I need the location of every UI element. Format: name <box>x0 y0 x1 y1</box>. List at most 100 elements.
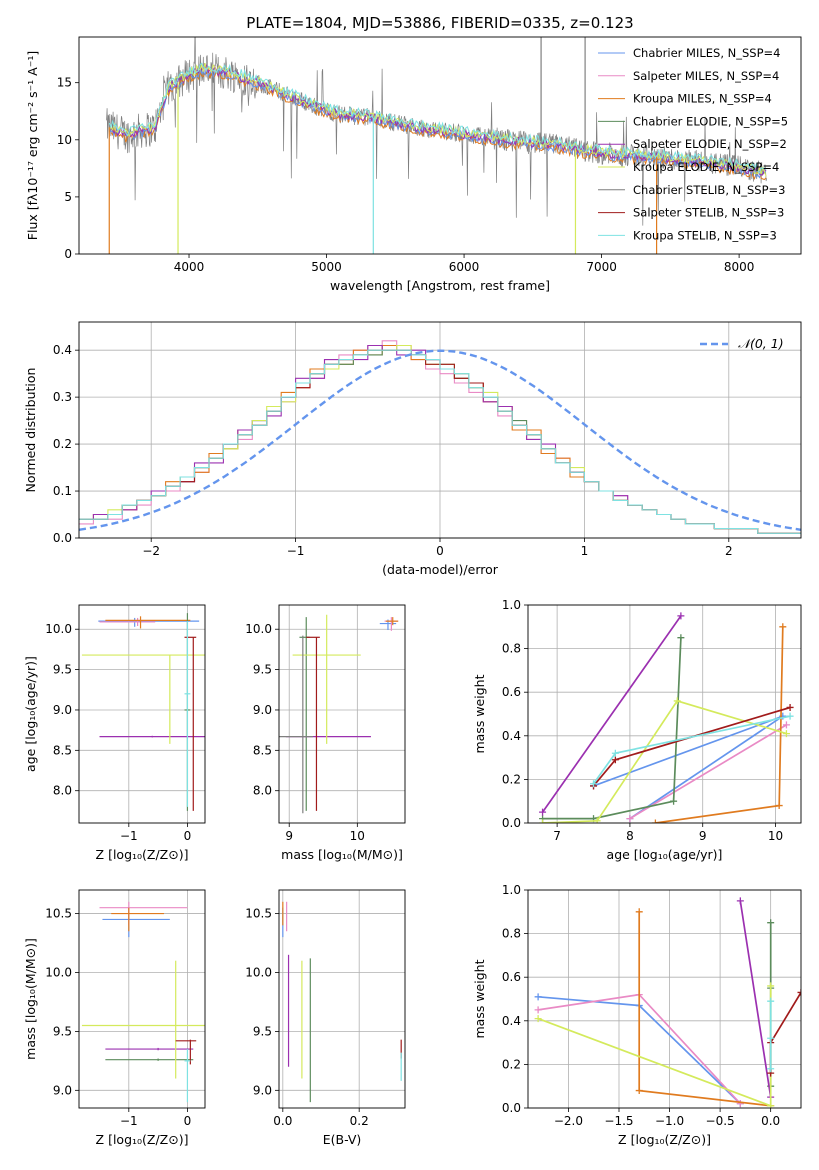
legend-label-chabrier_elodie: Chabrier ELODIE, N_SSP=5 <box>633 114 788 128</box>
weight_vs_age-xlabel: age [log₁₀(age/yr)] <box>607 847 723 862</box>
mass_vs_z-axes: −1 0 9.0 9.5 10.0 10.5 Z [log₁₀(Z/Z⊙)] mass [lo… <box>23 890 205 1147</box>
model-spectrum-kroupa_stelib <box>108 62 767 175</box>
age_vs_mass-ytick-label: 8.5 <box>253 743 272 757</box>
spectrum-xtick-label: 5000 <box>311 260 342 274</box>
residuals-ytick-label: 0.1 <box>53 484 72 498</box>
weight-marker-kroupa_stelib <box>767 1034 775 1042</box>
mass_vs_ebv-plot-area <box>282 901 402 1103</box>
mass_vs_ebv-ytick-label: 9.0 <box>253 1083 272 1097</box>
legend-label-kroupa_stelib: Kroupa STELIB, N_SSP=3 <box>633 228 777 242</box>
age_vs_z-xtick-label: 0 <box>184 829 192 843</box>
weight-marker-salpeter_elodie <box>736 897 744 905</box>
weight-marker-chabrier_elodie <box>677 634 685 642</box>
figure-title: PLATE=1804, MJD=53886, FIBERID=0335, z=0… <box>246 14 633 32</box>
age_vs_mass-ytick-label: 9.0 <box>253 703 272 717</box>
weight_vs_age-ylabel: mass weight <box>472 674 487 753</box>
weight-marker-salpeter_miles <box>782 721 790 729</box>
spectrum-legend: Chabrier MILES, N_SSP=4 Salpeter MILES, N… <box>598 46 788 242</box>
mass_vs_z-xlabel: Z [log₁₀(Z/Z⊙)] <box>96 1132 189 1147</box>
age_vs_mass-plot-area <box>279 614 399 814</box>
residuals-frame <box>78 321 802 539</box>
weight-marker-kroupa_stelib <box>786 712 794 720</box>
weight-marker-salpeter_miles <box>626 815 634 823</box>
mass_vs_z-ytick-label: 9.5 <box>53 1024 72 1038</box>
residuals-plot-area <box>79 340 801 534</box>
age_vs_z-ylabel: age [log₁₀(age/yr)] <box>23 656 38 772</box>
weight-line-kroupa_elodie <box>542 699 787 823</box>
weight-marker-kroupa_stelib <box>590 780 598 788</box>
mass_vs_ebv-frame <box>278 889 406 1109</box>
weight-marker-salpeter_miles <box>736 1100 744 1108</box>
weight_vs_z-ylabel: mass weight <box>472 959 487 1038</box>
mass_vs_z-ytick-label: 10.0 <box>45 965 72 979</box>
spectrum-xtick-label: 6000 <box>449 260 480 274</box>
legend-label-kroupa_elodie: Kroupa ELODIE, N_SSP=4 <box>633 160 779 174</box>
weight-line-salpeter_miles <box>629 724 787 820</box>
age_vs_z-axes: −1 0 8.0 8.5 9.0 9.5 10.0 Z [log₁₀(Z/Z⊙)] age [l… <box>23 605 205 862</box>
mass_vs_ebv-xtick-label: 0.2 <box>350 1114 369 1128</box>
age_vs_z-ytick-label: 10.0 <box>45 622 72 636</box>
spectrum-axes: 4000 5000 6000 7000 8000 0 5 10 15 wavelength [An… <box>25 51 754 293</box>
spectrum-xtick-label: 8000 <box>724 260 755 274</box>
residuals-xlabel: (data-model)/error <box>382 562 499 577</box>
legend-label-salpeter_elodie: Salpeter ELODIE, N_SSP=2 <box>633 137 787 151</box>
weight_vs_z-xtick-label: 0.0 <box>761 1114 780 1128</box>
weight_vs_z-xtick-label: −0.5 <box>706 1114 735 1128</box>
weight-marker-kroupa_stelib <box>767 997 775 1005</box>
age_vs_mass-ytick-label: 10.0 <box>245 622 272 636</box>
age_vs_mass-ytick-label: 8.0 <box>253 784 272 798</box>
weight_vs_age-ytick-label: 0.8 <box>502 642 521 656</box>
age_vs_z-ytick-label: 8.0 <box>53 784 72 798</box>
weight-line-salpeter_elodie <box>739 900 772 1098</box>
spectrum-plot-area <box>106 37 767 254</box>
histogram-kroupa_stelib <box>79 349 801 534</box>
weight_vs_z-frame <box>527 889 802 1109</box>
weight-marker-kroupa_miles <box>651 819 659 823</box>
age_vs_z-ytick-label: 8.5 <box>53 743 72 757</box>
weight_vs_age-ytick-label: 0.4 <box>502 729 521 743</box>
spectrum-xtick-label: 7000 <box>586 260 617 274</box>
mass_vs_z-xtick-label: 0 <box>184 1114 192 1128</box>
weight_vs_age-axes: 7 8 9 10 0.0 0.2 0.4 0.6 0.8 1.0 age [log₁₀(age/yr… <box>472 598 801 862</box>
residuals-legend-label: 𝒩(0, 1) <box>738 336 784 351</box>
weight-marker-salpeter_stelib <box>611 756 619 764</box>
age_vs_mass-xtick-label: 10 <box>350 829 365 843</box>
weight-marker-kroupa_elodie <box>534 1015 542 1023</box>
weight-marker-kroupa_miles <box>775 802 783 810</box>
age_vs_z-plot-area <box>81 613 205 811</box>
weight-marker-kroupa_stelib <box>767 1065 775 1073</box>
weight_vs_age-xtick-label: 10 <box>768 829 783 843</box>
weight-marker-kroupa_elodie <box>593 817 601 823</box>
age_vs_mass-ytick-label: 9.5 <box>253 663 272 677</box>
weight-line-salpeter_elodie <box>541 615 682 813</box>
spectrum-xlabel: wavelength [Angstrom, rest frame] <box>330 278 550 293</box>
legend-label-salpeter_stelib: Salpeter STELIB, N_SSP=3 <box>633 206 784 220</box>
mass_vs_ebv-axes: 0.0 0.2 9.0 9.5 10.0 10.5 E(B-V) <box>245 890 405 1147</box>
mass_vs_ebv-ytick-label: 10.5 <box>245 907 272 921</box>
mass_vs_ebv-ytick-label: 9.5 <box>253 1024 272 1038</box>
weight-marker-salpeter_miles <box>534 1006 542 1014</box>
spectrum-xtick-label: 4000 <box>174 260 205 274</box>
weight-marker-kroupa_elodie <box>539 819 547 823</box>
weight-marker-salpeter_stelib <box>797 988 801 996</box>
mass_vs_z-frame <box>78 889 206 1109</box>
mass_vs_ebv-ytick-label: 10.0 <box>245 965 272 979</box>
weight_vs_z-xtick-label: −2.0 <box>554 1114 583 1128</box>
weight_vs_z-xtick-label: −1.0 <box>655 1114 684 1128</box>
weight-marker-kroupa_elodie <box>767 982 775 990</box>
weight_vs_age-frame <box>527 604 802 824</box>
residuals-xtick-label: 2 <box>725 544 733 558</box>
weight-line-salpeter_stelib <box>769 992 801 1074</box>
weight_vs_z-ytick-label: 0.2 <box>502 1057 521 1071</box>
weight-line-chabrier_miles <box>593 715 784 820</box>
age_vs_z-xlabel: Z [log₁₀(Z/Z⊙)] <box>96 847 189 862</box>
weight_vs_age-ytick-label: 0.6 <box>502 685 521 699</box>
weight-marker-kroupa_elodie <box>782 730 790 738</box>
spectrum-ytick-label: 5 <box>64 190 72 204</box>
residuals-xtick-label: 0 <box>436 544 444 558</box>
mass_vs_z-ytick-label: 9.0 <box>53 1083 72 1097</box>
residuals-ytick-label: 0.3 <box>53 390 72 404</box>
mass_vs_z-ylabel: mass [log₁₀(M/M⊙)] <box>23 938 38 1060</box>
weight_vs_z-xlabel: Z [log₁₀(Z/Z⊙)] <box>618 1132 711 1147</box>
weight-line-chabrier_elodie <box>542 637 682 820</box>
